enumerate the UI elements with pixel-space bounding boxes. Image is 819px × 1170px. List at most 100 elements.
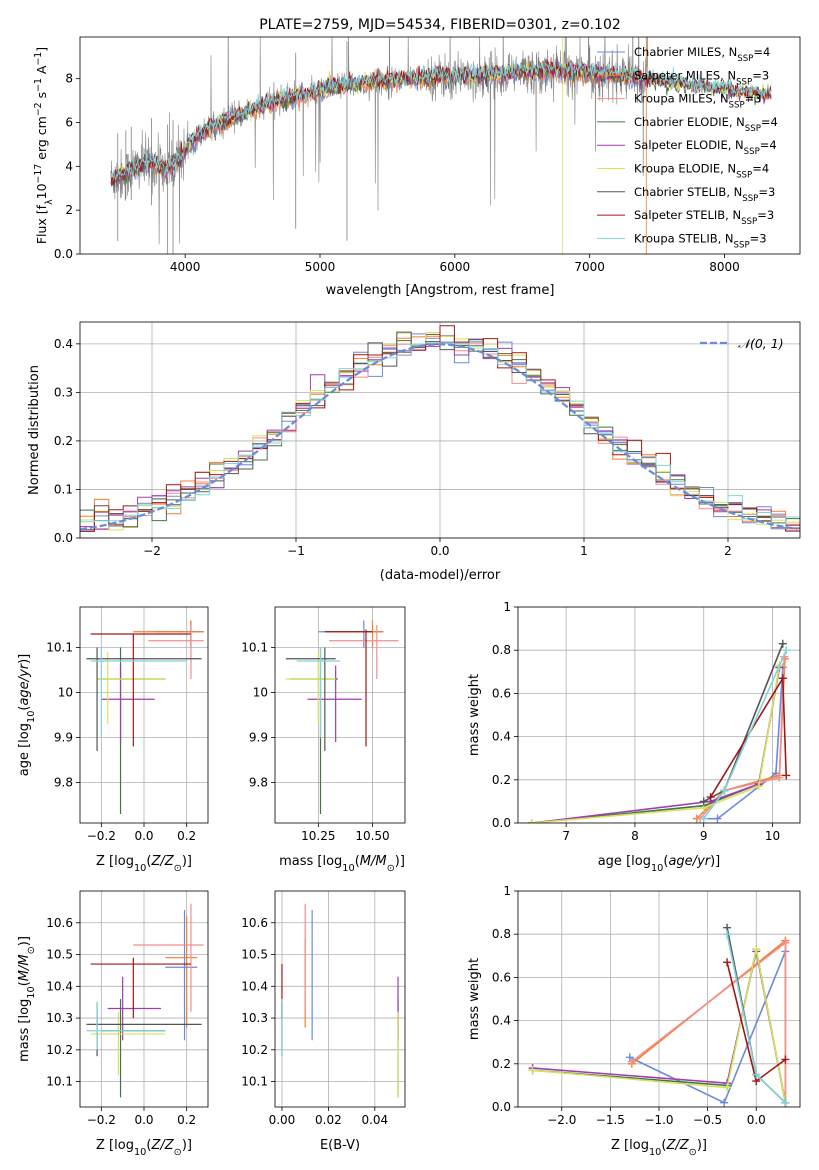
- errorbar-point: [90, 647, 187, 738]
- weight-marker: [781, 938, 790, 947]
- weight_vs_age-plot-area: [518, 607, 800, 823]
- weight-marker: [782, 646, 791, 655]
- y-tick-label: 10.1: [46, 1075, 73, 1089]
- errorbar-point: [101, 665, 155, 742]
- x-tick-label: −0.2: [87, 829, 116, 843]
- residuals-xlabel: (data-model)/error: [380, 568, 501, 583]
- age_vs_Z-frame: [79, 606, 209, 824]
- age-vs-Z-ylabel: age [log10(age/yr)]: [17, 654, 37, 777]
- y-tick-label: 0.4: [492, 1014, 511, 1028]
- y-tick-label: 10.3: [241, 1011, 268, 1025]
- weight-series: [627, 938, 790, 1107]
- x-tick-label: 6000: [440, 260, 471, 274]
- x-tick-label: −0.2: [87, 1113, 116, 1127]
- weight-marker: [713, 814, 722, 823]
- mass-vs-Z-xlabel: Z [log10(Z/Z⊙)]: [96, 1138, 192, 1158]
- y-tick-label: 0.2: [54, 434, 73, 448]
- y-tick-label: 10.2: [241, 1043, 268, 1057]
- spectrum-model-line: [110, 59, 772, 181]
- x-tick-label: 10.50: [355, 829, 389, 843]
- x-tick-label: −2.0: [547, 1113, 576, 1127]
- legend-label: Kroupa MILES, NSSP=3: [634, 92, 762, 111]
- errorbar-point: [296, 647, 340, 738]
- y-tick-label: 9.9: [249, 731, 268, 745]
- mass_vs_Z-plot-area: [80, 891, 208, 1107]
- weight-marker: [699, 814, 708, 823]
- errorbar-point: [86, 1002, 166, 1050]
- y-tick-label: 0.0: [54, 247, 73, 261]
- errorbar-point: [90, 1011, 166, 1076]
- weight-marker: [723, 930, 732, 939]
- errorbar-point: [324, 629, 373, 747]
- legend-label: Chabrier ELODIE, NSSP=4: [634, 115, 778, 134]
- x-tick-label: −1.5: [596, 1113, 625, 1127]
- mass-vs-Z-ylabel: mass [log10(M/M⊙)]: [17, 936, 37, 1062]
- y-tick-label: 0.6: [492, 686, 511, 700]
- x-tick-label: −0.5: [693, 1113, 722, 1127]
- y-tick-label: 9.8: [249, 776, 268, 790]
- spectrum-frame: [79, 36, 801, 255]
- x-tick-label: 0.0: [747, 1113, 766, 1127]
- mass_vs_ebv-panel: 0.00 0.02 0.04 10.1 10.2 10.3 10.4 10.5 10.6: [241, 890, 406, 1127]
- y-tick-label: 9.9: [54, 731, 73, 745]
- weight-series: [699, 646, 791, 823]
- weight-line: [703, 667, 784, 820]
- weight-vs-age-xlabel: age [log10(age/yr)]: [598, 854, 721, 874]
- y-tick-label: 10.1: [241, 1075, 268, 1089]
- x-tick-label: 8: [631, 829, 639, 843]
- mass_vs_Z-panel: −0.2 0.0 0.2 10.1 10.2 10.3 10.4 10.5 10.6: [46, 890, 209, 1127]
- errorbar-point: [329, 620, 384, 648]
- y-tick-label: 8: [65, 72, 73, 86]
- x-tick-label: 0.04: [361, 1113, 388, 1127]
- weight_vs_Z-panel: −2.0 −1.5 −1.0 −0.5 0.0 0.0 0.2 0.4 0.6 0.8 1: [492, 884, 801, 1127]
- x-tick-label: 7: [562, 829, 570, 843]
- y-tick-label: 0.6: [492, 970, 511, 984]
- y-tick-label: 0.1: [54, 482, 73, 496]
- errorbar-point: [329, 625, 399, 679]
- spectrum-legend: Chabrier MILES, NSSP=4 Salpeter MILES, NS…: [597, 45, 778, 250]
- x-tick-label: 8000: [709, 260, 740, 274]
- y-tick-label: 1: [503, 884, 511, 898]
- y-tick-label: 0.8: [492, 643, 511, 657]
- weight-line: [631, 941, 787, 1103]
- weight_vs_Z-frame: [517, 890, 801, 1108]
- residuals-plot-area: [80, 322, 800, 538]
- mass-vs-ebv-xlabel: E(B-V): [320, 1138, 360, 1153]
- weight-marker: [752, 1070, 761, 1079]
- x-tick-label: 2: [724, 544, 732, 558]
- errorbar-point: [307, 665, 362, 742]
- weight-marker: [782, 771, 791, 780]
- y-tick-label: 10.1: [46, 641, 73, 655]
- residuals-legend: 𝒩(0, 1): [700, 336, 784, 351]
- x-tick-label: −1.0: [644, 1113, 673, 1127]
- weight-series: [723, 930, 790, 1107]
- weight-series: [706, 674, 791, 802]
- legend-label: 𝒩(0, 1): [738, 336, 784, 351]
- age_vs_mass-plot-area: [275, 607, 405, 823]
- x-tick-label: 0.2: [177, 829, 196, 843]
- weight-vs-age-ylabel: mass weight: [467, 674, 482, 756]
- y-tick-label: 0.8: [492, 927, 511, 941]
- x-tick-label: 0.0: [134, 829, 153, 843]
- y-tick-label: 0.4: [54, 337, 73, 351]
- weight-series: [699, 639, 787, 806]
- y-tick-label: 10.4: [46, 979, 73, 993]
- age_vs_Z-panel: −0.2 0.0 0.2 9.8 9.9 10 10.1: [46, 606, 209, 843]
- weight-marker: [720, 1098, 729, 1107]
- x-tick-label: 10.25: [301, 829, 335, 843]
- y-tick-label: 10.4: [241, 979, 268, 993]
- errorbar-point: [107, 976, 162, 1041]
- x-tick-label: −2: [143, 544, 161, 558]
- weight-marker: [781, 1098, 790, 1107]
- x-tick-label: −1: [287, 544, 305, 558]
- y-tick-label: 0.0: [492, 1100, 511, 1114]
- normal-reference-curve: [80, 343, 798, 531]
- legend-label: Salpeter MILES, NSSP=3: [634, 68, 769, 87]
- residual-histogram-step: [80, 331, 800, 531]
- mass_vs_ebv-plot-area: [275, 891, 405, 1107]
- errorbar-point: [165, 910, 198, 1041]
- x-tick-label: 4000: [170, 260, 201, 274]
- y-tick-label: 10: [58, 686, 73, 700]
- weight-marker: [778, 639, 787, 648]
